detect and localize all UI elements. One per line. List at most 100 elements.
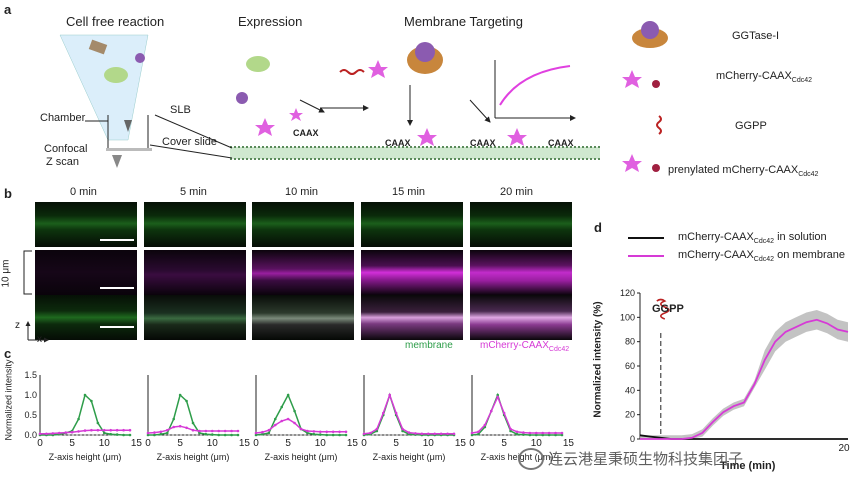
c-point-4-1-5 (502, 411, 506, 415)
axis-indicator (25, 321, 49, 343)
channel-membrane-label: membrane (405, 340, 453, 351)
c-chart-4: 0 5 10 15 Z-axis height (μm) (469, 375, 574, 462)
caax-label-1: CAAX (293, 128, 319, 138)
legend-prenylated-sub: Cdc42 (798, 171, 819, 179)
c-ytick-2: 0.5 (24, 410, 37, 420)
c-chart-2: 0 5 10 15 Z-axis height (μm) (253, 375, 358, 462)
watermark-icon (518, 448, 544, 470)
c-point-4-1-13 (554, 431, 557, 435)
c-xtick-3-0: 0 (361, 438, 367, 449)
c-point-3-1-9 (420, 432, 424, 436)
c-point-3-1-12 (439, 432, 443, 436)
img-mcherry-10 (252, 250, 354, 295)
c-point-2-1-9 (312, 430, 316, 433)
c-point-3-0-2 (375, 429, 379, 433)
c-point-4-0-13 (554, 433, 557, 437)
panel-a-schematic (59, 34, 600, 168)
expression-star-icon (289, 108, 303, 121)
panel-c-charts: 0 5 10 15Z-axis height (μm)1.51.00.50.00 5 10… (24, 370, 574, 462)
c-point-1-0-12 (223, 433, 227, 437)
c-xtick-1-1: 5 (177, 438, 183, 449)
c-point-1-1-11 (217, 429, 221, 433)
c-point-0-0-10 (102, 431, 106, 435)
c-point-0-0-8 (90, 399, 93, 403)
scalebar-1 (100, 239, 134, 241)
img-membrane-20 (470, 202, 572, 247)
c-point-0-1-8 (90, 428, 93, 432)
c-series-0-0 (40, 393, 130, 436)
c-xtick-3-1: 5 (393, 438, 399, 449)
axis-x-label: x (37, 334, 42, 345)
c-xtick-2-3: 15 (347, 438, 359, 449)
c-point-3-1-6 (401, 427, 404, 431)
c-point-1-0-9 (204, 432, 208, 436)
c-point-2-1-10 (318, 430, 322, 434)
c-point-3-1-14 (452, 432, 456, 436)
ribosome-icon (104, 67, 128, 83)
c-point-4-1-0 (470, 431, 474, 435)
c-xlabel-4: Z-axis height (μm) (481, 452, 554, 462)
c-xtick-4-3: 15 (563, 438, 575, 449)
c-point-2-0-13 (338, 433, 341, 437)
c-point-2-1-0 (254, 431, 258, 435)
img-mcherry-15 (361, 250, 463, 295)
c-xlabel-1: Z-axis height (μm) (157, 452, 230, 462)
c-xtick-1-2: 10 (207, 438, 219, 449)
d-ytick-0: 120 (620, 288, 635, 298)
c-point-1-0-10 (210, 433, 214, 436)
c-point-2-0-10 (318, 433, 322, 436)
c-point-1-1-12 (223, 429, 227, 433)
c-xlabel-3: Z-axis height (μm) (373, 452, 446, 462)
legend-prenylated-dot (652, 164, 660, 172)
slb-pointer (154, 114, 233, 149)
membrane-star-1 (255, 118, 275, 136)
d-plot: 120 100 80 60 40 20 0 20 (620, 288, 850, 454)
c-point-0-1-1 (45, 432, 48, 436)
dna-icon (88, 39, 108, 55)
c-xtick-2-0: 0 (253, 438, 259, 449)
d-legend-membrane-text: mCherry-CAAX (678, 249, 754, 261)
ggtase-top-icon (415, 42, 435, 62)
c-point-4-1-14 (560, 431, 564, 435)
c-point-2-0-3 (273, 417, 277, 421)
c-point-2-1-12 (331, 430, 335, 434)
c-xtick-4-1: 5 (501, 438, 507, 449)
d-legend-solution-sub: Cdc42 (753, 238, 775, 246)
legend-icons (622, 21, 668, 172)
c-point-1-0-4 (172, 417, 176, 421)
legend-mcherry-dot (652, 80, 660, 88)
c-xlabel-0: Z-axis height (μm) (49, 452, 122, 462)
d-legend-membrane-tail: on membrane (774, 249, 845, 261)
ggpp-squiggle (339, 69, 365, 75)
c-point-1-1-13 (230, 429, 233, 433)
enzyme-mini-icon (135, 53, 145, 63)
c-point-2-1-1 (261, 430, 264, 434)
c-point-0-1-7 (83, 429, 87, 432)
c-ytick-0: 1.5 (24, 370, 37, 380)
c-ytick-1: 1.0 (24, 390, 37, 400)
c-point-1-1-14 (236, 429, 240, 433)
img-membrane-15 (361, 202, 463, 247)
expression-enzyme-icon (236, 92, 248, 104)
d-legend-membrane: mCherry-CAAXCdc42 on membrane (678, 249, 845, 263)
chamber-shape (59, 34, 149, 141)
img-mcherry-5 (144, 250, 246, 295)
c-point-1-1-2 (159, 430, 163, 434)
title-cell-free: Cell free reaction (66, 14, 165, 29)
d-ggpp-annotation: GGPP (652, 303, 684, 315)
scalebar-2 (100, 287, 134, 289)
legend-mcherry-sub: Cdc42 (791, 77, 813, 85)
d-legend-membrane-sub: Cdc42 (753, 256, 775, 264)
c-point-4-1-3 (489, 409, 493, 413)
membrane-bilayer (230, 147, 600, 159)
c-point-0-1-9 (96, 428, 100, 432)
c-point-4-0-14 (560, 433, 564, 437)
membrane-star-3 (507, 128, 527, 146)
c-point-2-0-9 (312, 432, 316, 436)
time-20: 20 min (500, 186, 534, 198)
img-merge-20 (470, 295, 572, 340)
label-slb: SLB (170, 104, 191, 116)
mini-graph-curve (499, 65, 571, 106)
c-point-1-0-1 (153, 433, 156, 437)
legend-prenylated-text: prenylated mCherry-CAAX (668, 164, 799, 176)
